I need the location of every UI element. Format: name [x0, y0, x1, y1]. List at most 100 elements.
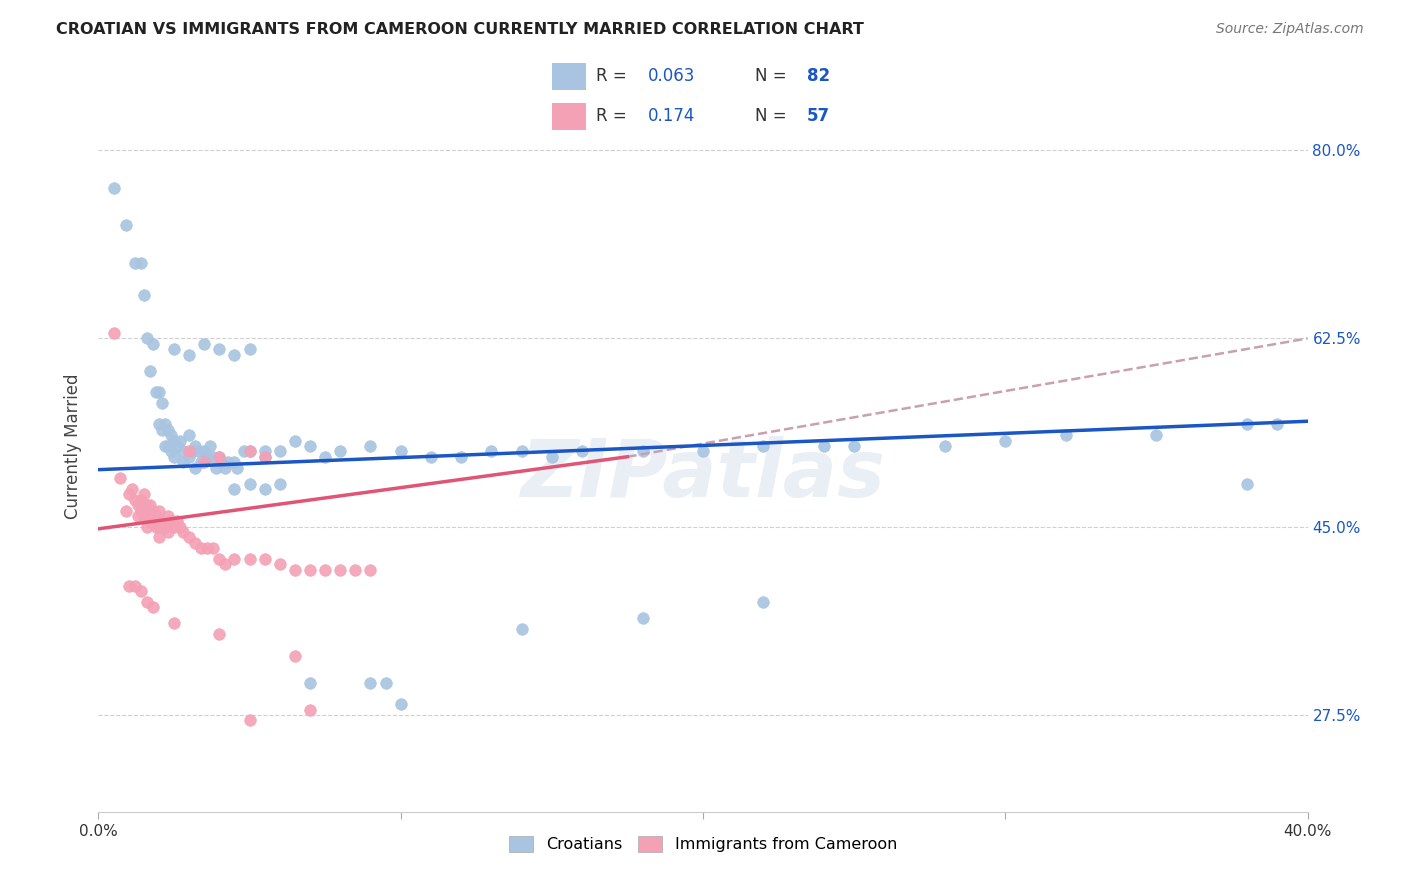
Point	[124, 579, 146, 593]
Point	[314, 450, 336, 464]
Point	[208, 450, 231, 464]
Text: N =: N =	[755, 68, 786, 86]
Point	[145, 385, 167, 400]
Point	[232, 444, 254, 458]
Point	[208, 627, 231, 641]
Point	[148, 417, 170, 432]
Point	[239, 714, 262, 728]
Point	[211, 455, 233, 469]
Point	[692, 444, 714, 458]
Point	[269, 558, 291, 572]
Point	[114, 219, 136, 233]
Point	[284, 434, 307, 448]
Text: 0.063: 0.063	[648, 68, 696, 86]
Point	[148, 503, 170, 517]
Point	[135, 595, 157, 609]
Point	[510, 622, 533, 636]
Point	[193, 455, 215, 469]
Point	[132, 498, 155, 512]
Point	[160, 428, 183, 442]
Point	[360, 563, 382, 577]
Point	[224, 347, 246, 362]
Point	[299, 563, 322, 577]
Point	[169, 434, 191, 448]
Point	[179, 428, 201, 442]
Point	[184, 439, 207, 453]
Text: 0.174: 0.174	[648, 107, 696, 125]
Point	[139, 498, 162, 512]
Point	[169, 519, 191, 533]
Point	[135, 519, 157, 533]
Point	[208, 450, 231, 464]
Text: CROATIAN VS IMMIGRANTS FROM CAMEROON CURRENTLY MARRIED CORRELATION CHART: CROATIAN VS IMMIGRANTS FROM CAMEROON CUR…	[56, 22, 865, 37]
Point	[160, 514, 183, 528]
Point	[239, 444, 262, 458]
Point	[163, 434, 186, 448]
Point	[202, 450, 225, 464]
Point	[139, 514, 162, 528]
Point	[994, 434, 1017, 448]
Point	[118, 487, 141, 501]
Point	[108, 471, 131, 485]
Point	[329, 444, 352, 458]
Point	[163, 450, 186, 464]
Point	[217, 455, 239, 469]
Point	[156, 423, 179, 437]
Point	[631, 444, 654, 458]
Point	[132, 288, 155, 302]
Point	[124, 492, 146, 507]
Point	[156, 439, 179, 453]
Point	[124, 256, 146, 270]
Point	[752, 595, 775, 609]
Point	[145, 508, 167, 523]
Point	[163, 519, 186, 533]
Y-axis label: Currently Married: Currently Married	[65, 373, 83, 519]
Point	[510, 444, 533, 458]
Point	[150, 423, 173, 437]
Point	[208, 552, 231, 566]
Point	[450, 450, 472, 464]
Point	[135, 498, 157, 512]
Point	[193, 336, 215, 351]
Point	[299, 439, 322, 453]
Text: N =: N =	[755, 107, 786, 125]
Point	[239, 444, 262, 458]
Point	[195, 541, 218, 556]
Point	[1236, 417, 1258, 432]
Point	[389, 697, 412, 711]
Point	[179, 450, 201, 464]
Point	[239, 342, 262, 356]
Point	[420, 450, 443, 464]
Point	[214, 558, 236, 572]
Point	[129, 584, 152, 599]
Point	[239, 552, 262, 566]
Point	[184, 460, 207, 475]
Point	[299, 702, 322, 716]
Point	[239, 476, 262, 491]
Point	[253, 444, 276, 458]
Text: 57: 57	[807, 107, 830, 125]
Point	[132, 487, 155, 501]
Point	[284, 563, 307, 577]
Point	[631, 611, 654, 625]
Legend: Croatians, Immigrants from Cameroon: Croatians, Immigrants from Cameroon	[502, 830, 904, 859]
Text: R =: R =	[596, 107, 627, 125]
Point	[1054, 428, 1077, 442]
Point	[195, 450, 218, 464]
Point	[813, 439, 835, 453]
Point	[181, 444, 204, 458]
Point	[156, 508, 179, 523]
Point	[1144, 428, 1167, 442]
Point	[179, 530, 201, 544]
Point	[129, 503, 152, 517]
Point	[329, 563, 352, 577]
Point	[190, 541, 212, 556]
Point	[114, 503, 136, 517]
Point	[132, 508, 155, 523]
Point	[166, 514, 188, 528]
Point	[118, 579, 141, 593]
Point	[389, 444, 412, 458]
Point	[187, 444, 209, 458]
Point	[163, 616, 186, 631]
Point	[193, 444, 215, 458]
